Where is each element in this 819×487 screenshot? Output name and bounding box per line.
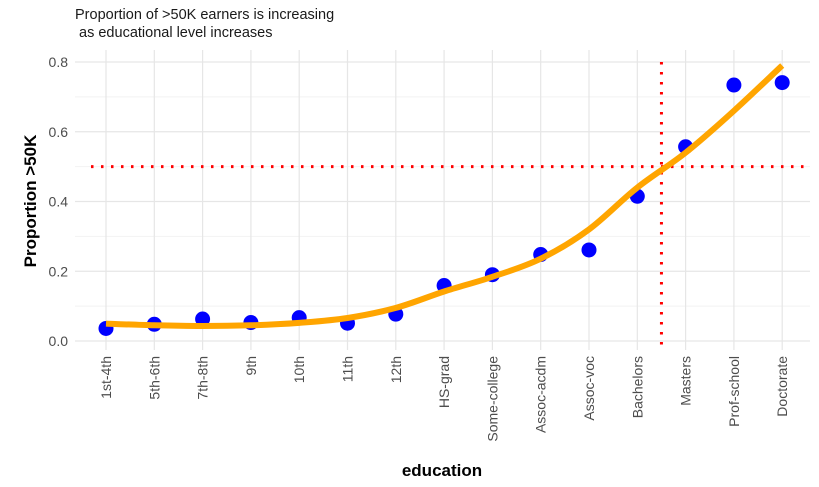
smooth-line — [105, 63, 785, 329]
x-tick-label: 11th — [340, 356, 356, 382]
x-tick-label: Prof-school — [726, 356, 742, 427]
y-tick-label: 0.2 — [49, 263, 69, 279]
x-axis-title: education — [402, 461, 482, 480]
chart-title: Proportion of >50K earners is increasing — [75, 7, 334, 23]
y-tick-label: 0.0 — [49, 333, 69, 349]
plot-area: 0.0 0.2 0.4 0.6 0.8 1st-4th 5th-6th 7th-8th 9th… — [49, 50, 810, 442]
x-tick-label: 5th-6th — [146, 356, 162, 400]
x-tick-label: Assoc-acdm — [533, 356, 549, 433]
x-tick-label: Doctorate — [774, 356, 790, 417]
data-point — [726, 77, 742, 93]
x-tick-label: 10th — [291, 356, 307, 383]
data-point — [581, 242, 597, 258]
chart-subtitle: as educational level increases — [75, 25, 272, 41]
x-tick-label: Masters — [678, 356, 694, 406]
x-tick-label: 7th-8th — [195, 356, 211, 400]
x-tick-label: Bachelors — [629, 356, 645, 418]
x-tick-label: 9th — [243, 356, 259, 375]
y-tick-label: 0.4 — [49, 194, 69, 210]
grid-major — [75, 50, 810, 350]
y-axis-title: Proportion >50K — [21, 134, 40, 267]
x-tick-labels: 1st-4th 5th-6th 7th-8th 9th 10th 11th 12th HS-g… — [98, 356, 790, 442]
data-point — [195, 311, 211, 327]
y-tick-labels: 0.0 0.2 0.4 0.6 0.8 — [49, 54, 69, 349]
y-tick-label: 0.8 — [49, 54, 69, 70]
x-tick-label: 1st-4th — [98, 356, 114, 399]
reference-lines — [91, 62, 810, 350]
x-tick-label: Some-college — [484, 356, 500, 442]
smooth-curve — [105, 63, 785, 329]
data-point — [774, 75, 790, 91]
x-tick-label: Assoc-voc — [581, 356, 597, 421]
x-tick-label: HS-grad — [436, 356, 452, 408]
y-tick-label: 0.6 — [49, 124, 69, 140]
x-tick-label: 12th — [388, 356, 404, 383]
